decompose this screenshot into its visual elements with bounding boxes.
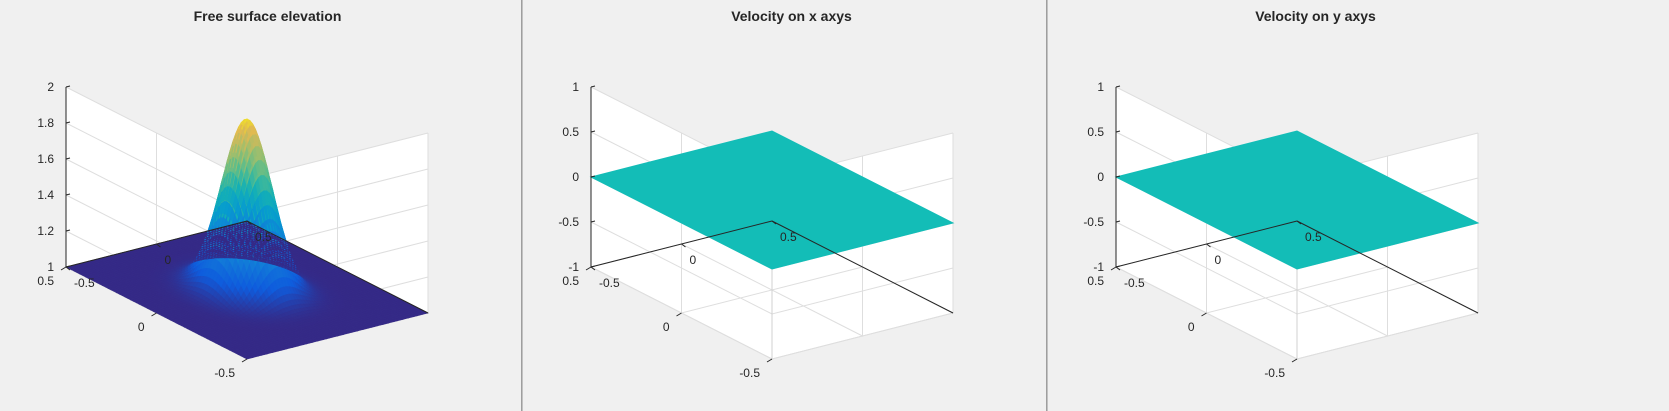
x-tick-mark	[771, 220, 777, 225]
z-tick-label: -0.5	[1083, 215, 1104, 229]
z-tick-mark	[590, 85, 596, 88]
z-tick-mark	[65, 121, 71, 124]
z-tick-label: 2	[47, 80, 54, 94]
plot-title: Velocity on y axys	[1255, 8, 1376, 24]
z-tick-label: 0.5	[562, 125, 579, 139]
surface-plot-free-surface[interactable]: 1 1.2 1.4 1.6 1.8 2 -0.5 0 0.5 -0.5 0 0.5 Free surfa…	[0, 0, 521, 411]
x-tick-mark	[65, 266, 71, 271]
z-tick-label: -1	[1093, 260, 1104, 274]
x-tick-label: 0.5	[255, 230, 272, 244]
axis-lines	[60, 85, 429, 363]
z-tick-label: 1	[1097, 80, 1104, 94]
y-tick-label: 0	[1188, 320, 1195, 334]
y-tick-mark	[151, 312, 157, 317]
z-tick-label: 0	[572, 170, 579, 184]
y-tick-label: 0.5	[1087, 274, 1104, 288]
x-tick-mark	[156, 243, 161, 248]
x-axis-line	[1296, 220, 1479, 314]
z-tick-label: 1	[47, 260, 54, 274]
y-tick-label: -0.5	[739, 366, 760, 380]
panel-divider	[521, 0, 523, 411]
z-tick-label: -1	[568, 260, 579, 274]
x-tick-mark	[681, 243, 686, 248]
z-tick-label: 1.2	[37, 224, 54, 238]
surface-mesh	[65, 118, 429, 360]
y-tick-mark	[1110, 266, 1117, 271]
y-tick-mark	[60, 266, 67, 271]
x-tick-label: -0.5	[74, 276, 95, 290]
plot-title: Free surface elevation	[194, 8, 342, 24]
z-tick-mark	[590, 220, 596, 223]
z-tick-mark	[1115, 220, 1121, 223]
tick-labels: -1 -0.5 0 0.5 1 -0.5 0 0.5 -0.5 0 0.5	[1083, 80, 1322, 380]
x-tick-label: 0	[1215, 253, 1222, 267]
z-tick-mark	[1115, 265, 1121, 268]
z-tick-mark	[65, 85, 71, 88]
z-tick-label: 1.6	[37, 152, 54, 166]
surface-mesh	[1114, 130, 1480, 270]
x-tick-label: 0	[690, 253, 697, 267]
x-axis-line	[771, 220, 954, 314]
z-tick-label: 0	[1097, 170, 1104, 184]
x-tick-label: 0.5	[780, 230, 797, 244]
z-tick-mark	[590, 265, 596, 268]
y-tick-mark	[585, 266, 592, 271]
axis-lines	[585, 85, 954, 363]
surface-plot-velocity-y[interactable]: -1 -0.5 0 0.5 1 -0.5 0 0.5 -0.5 0 0.5 Velocity on y…	[1048, 0, 1569, 411]
surface-mesh	[589, 130, 955, 270]
x-tick-mark	[590, 266, 596, 271]
z-tick-label: 1	[572, 80, 579, 94]
x-tick-mark	[1296, 220, 1302, 225]
y-tick-mark	[1201, 312, 1207, 317]
y-tick-mark	[676, 312, 682, 317]
x-tick-label: 0.5	[1305, 230, 1322, 244]
z-tick-label: 0.5	[1087, 125, 1104, 139]
z-tick-mark	[65, 265, 71, 268]
surface-plot-velocity-x[interactable]: -1 -0.5 0 0.5 1 -0.5 0 0.5 -0.5 0 0.5 Velocity on x…	[523, 0, 1046, 411]
z-tick-mark	[65, 157, 71, 160]
z-tick-mark	[590, 130, 596, 133]
x-tick-label: -0.5	[599, 276, 620, 290]
x-tick-mark	[246, 220, 252, 225]
plot-title: Velocity on x axys	[731, 8, 852, 24]
surface-patch	[1114, 130, 1480, 270]
y-tick-mark	[241, 358, 248, 363]
x-axis-line	[246, 220, 429, 314]
y-tick-label: 0.5	[562, 274, 579, 288]
y-tick-label: -0.5	[1264, 366, 1285, 380]
z-tick-mark	[1115, 130, 1121, 133]
z-tick-mark	[1115, 85, 1121, 88]
z-tick-mark	[1115, 175, 1121, 178]
subplot-velocity-x: -1 -0.5 0 0.5 1 -0.5 0 0.5 -0.5 0 0.5 Velocity on x…	[523, 0, 1046, 411]
x-tick-mark	[1115, 266, 1121, 271]
z-tick-mark	[65, 193, 71, 196]
subplot-free-surface: 1 1.2 1.4 1.6 1.8 2 -0.5 0 0.5 -0.5 0 0.5 Free surfa…	[0, 0, 521, 411]
y-tick-mark	[1291, 358, 1298, 363]
x-tick-label: -0.5	[1124, 276, 1145, 290]
z-tick-mark	[65, 229, 71, 232]
surface-patch	[589, 130, 955, 270]
z-tick-label: 1.8	[37, 116, 54, 130]
z-tick-mark	[590, 175, 596, 178]
tick-labels: -1 -0.5 0 0.5 1 -0.5 0 0.5 -0.5 0 0.5	[558, 80, 797, 380]
z-tick-label: -0.5	[558, 215, 579, 229]
axis-lines	[1110, 85, 1479, 363]
y-tick-label: -0.5	[214, 366, 235, 380]
subplot-velocity-y: -1 -0.5 0 0.5 1 -0.5 0 0.5 -0.5 0 0.5 Velocity on y…	[1048, 0, 1569, 411]
y-tick-label: 0	[663, 320, 670, 334]
z-tick-label: 1.4	[37, 188, 54, 202]
x-tick-label: 0	[165, 253, 172, 267]
y-tick-mark	[766, 358, 773, 363]
tick-labels: 1 1.2 1.4 1.6 1.8 2 -0.5 0 0.5 -0.5 0 0.5	[37, 80, 272, 380]
y-tick-label: 0.5	[37, 274, 54, 288]
y-tick-label: 0	[138, 320, 145, 334]
panel-divider	[1046, 0, 1048, 411]
x-tick-mark	[1206, 243, 1211, 248]
